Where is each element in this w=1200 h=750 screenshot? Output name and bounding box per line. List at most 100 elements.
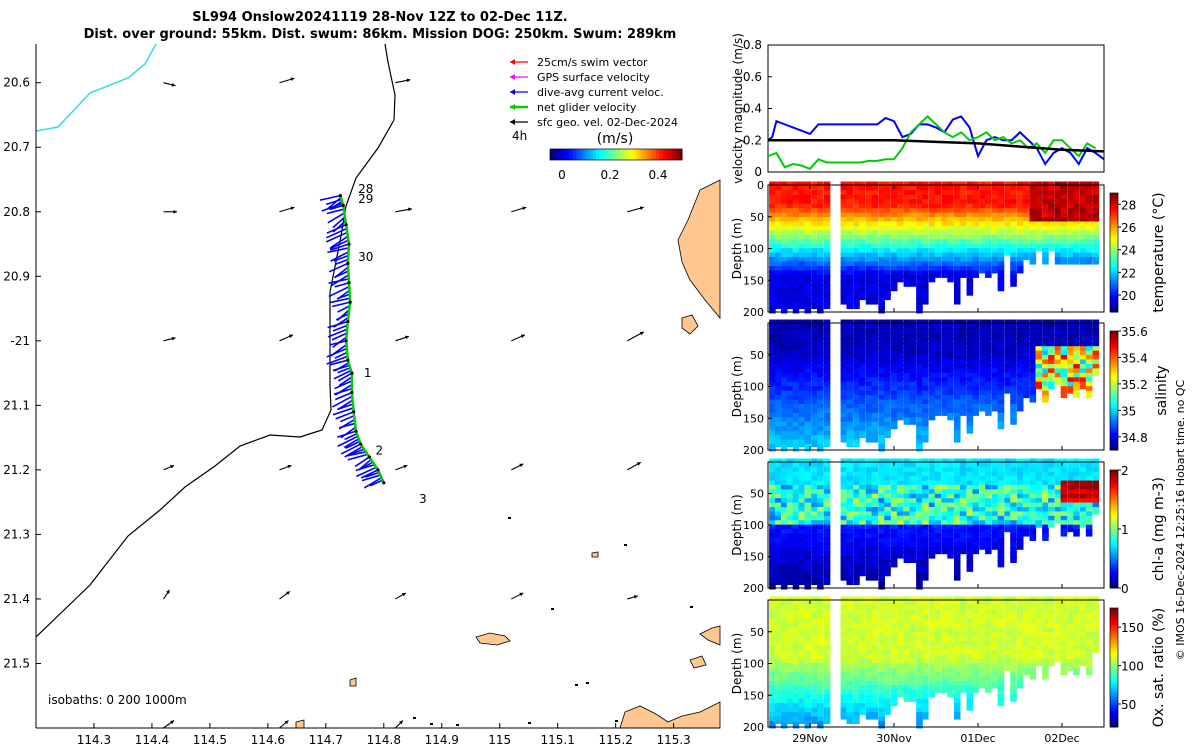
profile-cell bbox=[909, 672, 916, 680]
profile-cell bbox=[896, 533, 904, 541]
profile-cell bbox=[769, 443, 776, 452]
profile-cell bbox=[775, 252, 782, 261]
profile-cell bbox=[853, 217, 860, 225]
profile-cell bbox=[1017, 217, 1024, 225]
profile-cell bbox=[1017, 355, 1024, 363]
profile-cell bbox=[891, 680, 898, 689]
profile-cell bbox=[891, 507, 898, 515]
profile-cell bbox=[947, 493, 954, 502]
profile-cell bbox=[1029, 243, 1037, 252]
profile-cell bbox=[817, 283, 824, 292]
profile-cell bbox=[947, 270, 954, 278]
profile-cell bbox=[878, 605, 885, 613]
profile-cell bbox=[846, 663, 853, 671]
profile-cell bbox=[859, 261, 866, 270]
profile-cell bbox=[896, 350, 904, 359]
profile-cell bbox=[840, 636, 848, 645]
profile-cell bbox=[954, 297, 961, 305]
profile-cell bbox=[916, 386, 923, 394]
profile-cell bbox=[934, 403, 942, 412]
velocity-y-tick-label: 0 bbox=[754, 165, 762, 179]
profile-cell bbox=[817, 568, 824, 577]
profile-cell bbox=[1017, 332, 1024, 341]
profile-cell bbox=[972, 537, 979, 546]
profile-cell bbox=[775, 421, 782, 430]
profile-cell bbox=[823, 323, 831, 332]
profile-cell bbox=[1080, 480, 1087, 489]
profile-cell bbox=[859, 403, 866, 412]
profile-cell bbox=[811, 716, 818, 725]
profile-cell bbox=[997, 654, 1005, 662]
profile-cell bbox=[947, 203, 954, 212]
profile-cell bbox=[846, 524, 853, 533]
profile-cell bbox=[792, 564, 800, 572]
profile-cell bbox=[947, 230, 954, 238]
profile-cell bbox=[1010, 274, 1017, 283]
profile-cell bbox=[769, 476, 776, 484]
profile-cell bbox=[811, 484, 818, 493]
profile-cell bbox=[1022, 511, 1030, 519]
profile-cell bbox=[884, 368, 891, 376]
profile-cell bbox=[1067, 257, 1074, 265]
profile-cell bbox=[979, 533, 986, 541]
profile-cell bbox=[1004, 194, 1011, 203]
profile-cell bbox=[804, 529, 811, 537]
profile-cell bbox=[804, 261, 811, 270]
profile-cell bbox=[804, 408, 811, 416]
profile-cell bbox=[928, 372, 936, 381]
profile-cell bbox=[966, 208, 974, 216]
profile-cell bbox=[804, 403, 811, 412]
profile-cell bbox=[798, 605, 806, 613]
profile-cell bbox=[775, 564, 782, 572]
profile-cell bbox=[853, 408, 860, 416]
profile-cell bbox=[1060, 493, 1068, 502]
profile-cell bbox=[966, 421, 974, 430]
profile-cell bbox=[840, 658, 848, 667]
profile-cell bbox=[811, 323, 818, 332]
profile-cell bbox=[954, 632, 961, 640]
profile-cell bbox=[916, 707, 923, 716]
current-vector bbox=[334, 281, 350, 288]
profile-cell bbox=[853, 337, 860, 345]
profile-cell bbox=[972, 381, 979, 390]
profile-cell bbox=[823, 573, 831, 581]
profile-cell bbox=[1085, 507, 1093, 515]
profile-cell bbox=[878, 498, 885, 506]
profile-cell bbox=[1048, 185, 1055, 194]
profile-cell bbox=[769, 618, 776, 627]
profile-cell bbox=[903, 274, 911, 283]
profile-cell bbox=[1010, 498, 1017, 506]
profile-cell bbox=[792, 270, 800, 278]
profile-cell bbox=[903, 265, 911, 274]
profile-cell bbox=[972, 243, 979, 252]
profile-cell bbox=[979, 462, 986, 471]
profile-cell bbox=[916, 663, 923, 671]
profile-cell bbox=[884, 243, 891, 252]
profile-cell bbox=[878, 355, 885, 363]
profile-cell bbox=[954, 381, 961, 390]
profile-cell bbox=[769, 515, 776, 524]
profile-cell bbox=[896, 649, 904, 658]
profile-cell bbox=[865, 297, 873, 305]
profile-cell bbox=[1042, 462, 1049, 471]
profile-cell bbox=[966, 640, 974, 649]
profile-cell bbox=[846, 484, 853, 493]
profile-cell bbox=[891, 337, 898, 345]
profile-colorbar-cell bbox=[1110, 202, 1118, 206]
profile-cell bbox=[934, 328, 942, 336]
profile-cell bbox=[1042, 190, 1049, 198]
profile-cell bbox=[792, 257, 800, 265]
current-vector bbox=[340, 443, 361, 455]
profile-cell bbox=[859, 408, 866, 416]
profile-cell bbox=[954, 618, 961, 627]
profile-cell bbox=[840, 663, 848, 671]
map-colorbar-tick: 0.2 bbox=[600, 168, 619, 182]
profile-cell bbox=[972, 408, 979, 416]
profile-cell bbox=[972, 658, 979, 667]
profile-cell bbox=[865, 190, 873, 198]
profile-cell bbox=[1054, 212, 1062, 221]
profile-colorbar-cell bbox=[1110, 235, 1118, 239]
profile-cell bbox=[865, 520, 873, 528]
profile-cell bbox=[769, 707, 776, 716]
profile-cell bbox=[859, 208, 866, 216]
